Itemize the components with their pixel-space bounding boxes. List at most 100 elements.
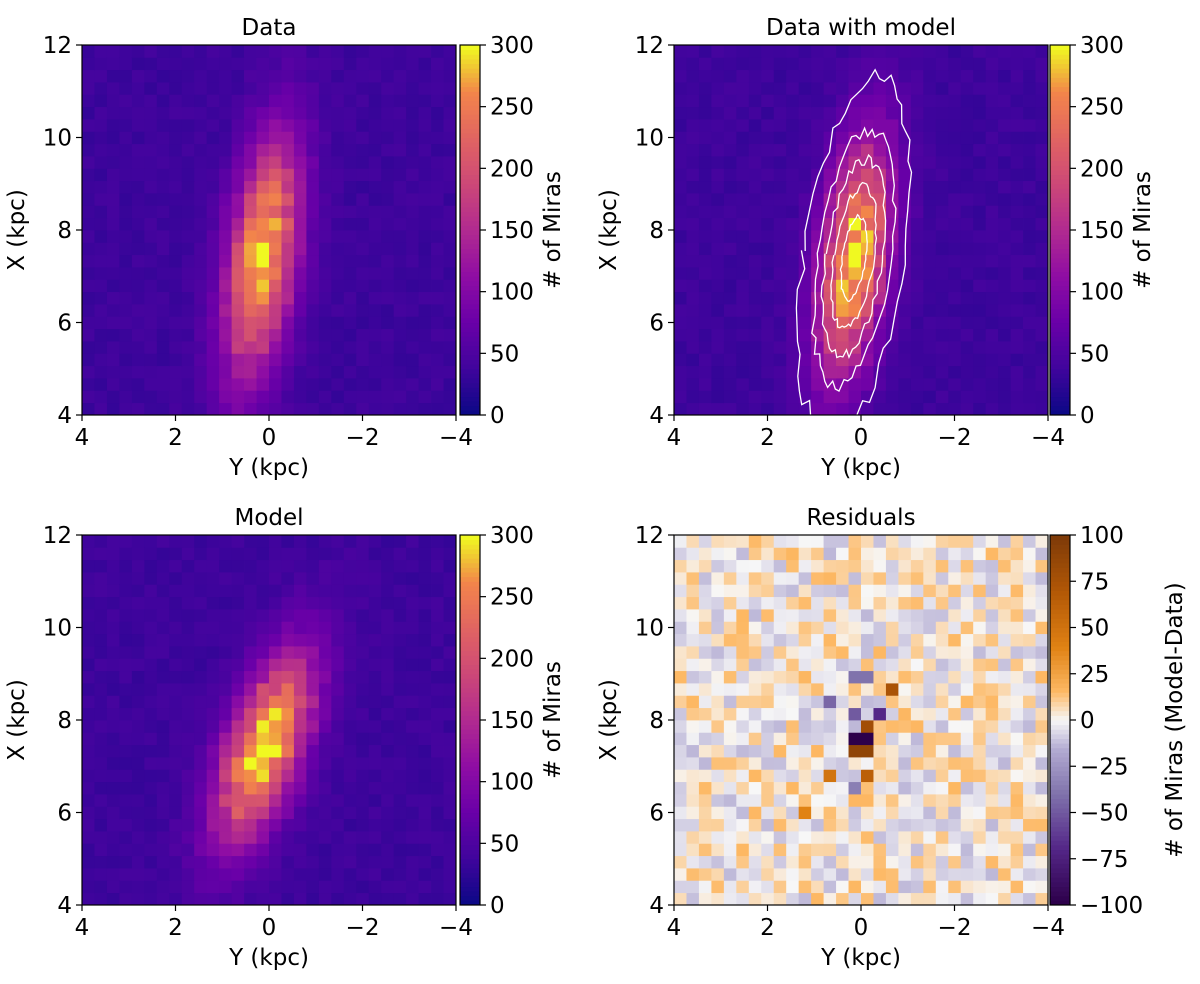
heatmap-cell <box>293 94 307 108</box>
heatmap-cell <box>761 69 775 83</box>
heatmap-cell <box>82 683 95 696</box>
heatmap-cell <box>748 584 762 598</box>
heatmap-cell <box>82 658 95 672</box>
heatmap-cell <box>431 831 444 844</box>
heatmap-cell <box>244 868 257 881</box>
heatmap-cell <box>910 119 924 132</box>
heatmap-cell <box>935 341 949 354</box>
heatmap-cell <box>94 572 108 585</box>
colorbar-segment <box>1050 54 1070 60</box>
heatmap-cell <box>418 547 432 561</box>
heatmap-cell <box>948 535 962 548</box>
heatmap-cell <box>406 868 419 881</box>
heatmap-cell <box>798 82 812 95</box>
heatmap-cell <box>823 156 837 169</box>
heatmap-cell <box>773 535 787 548</box>
colorbar-segment <box>460 345 480 351</box>
heatmap-cell <box>144 794 158 807</box>
heatmap-cell <box>985 57 999 71</box>
heatmap-cell <box>786 390 800 404</box>
heatmap-cell <box>773 584 787 598</box>
heatmap-cell <box>885 720 899 733</box>
heatmap-cell <box>761 254 775 268</box>
heatmap-cell <box>194 143 208 157</box>
heatmap-cell <box>848 596 862 610</box>
heatmap-cell <box>156 242 170 256</box>
heatmap-cell <box>711 843 725 857</box>
heatmap-cell <box>898 646 912 659</box>
heatmap-cell <box>119 193 133 206</box>
heatmap-cell <box>343 843 357 857</box>
heatmap-cell <box>698 683 712 696</box>
heatmap-cell <box>306 855 320 869</box>
heatmap-cell <box>723 633 737 647</box>
heatmap-cell <box>748 646 762 659</box>
heatmap-cell <box>723 781 737 795</box>
heatmap-cell <box>318 596 332 610</box>
colorbar-segment <box>1050 780 1070 786</box>
heatmap-cell <box>736 609 750 622</box>
heatmap-cell <box>873 547 887 561</box>
heatmap-cell <box>948 193 962 206</box>
heatmap-cell <box>156 646 170 659</box>
heatmap-cell <box>698 267 712 280</box>
heatmap-cell <box>736 267 750 280</box>
heatmap-cell <box>281 230 295 243</box>
heatmap-cell <box>119 180 133 194</box>
heatmap-cell <box>861 868 874 881</box>
heatmap-cell <box>418 119 432 132</box>
heatmap-cell <box>82 794 95 807</box>
heatmap-cell <box>381 328 395 342</box>
heatmap-cell <box>244 94 257 108</box>
heatmap-cell <box>106 193 120 206</box>
heatmap-cell <box>293 328 307 342</box>
heatmap-cell <box>698 180 712 194</box>
heatmap-cell <box>256 892 270 906</box>
heatmap-cell <box>219 596 232 610</box>
heatmap-cell <box>674 572 687 585</box>
heatmap-cell <box>786 806 800 820</box>
heatmap-cell <box>331 168 345 182</box>
heatmap-cell <box>318 168 332 182</box>
heatmap-cell <box>898 316 912 330</box>
heatmap-cell <box>119 818 133 832</box>
heatmap-cell <box>786 378 800 391</box>
heatmap-cell <box>368 69 382 83</box>
heatmap-cell <box>960 119 974 132</box>
heatmap-cell <box>119 279 133 293</box>
heatmap-cell <box>798 193 812 206</box>
heatmap-cell <box>82 180 95 194</box>
heatmap-cell <box>985 230 999 243</box>
heatmap-cell <box>910 818 924 832</box>
heatmap-cell <box>935 57 949 71</box>
heatmap-cell <box>736 106 750 120</box>
heatmap-cell <box>231 658 245 672</box>
heatmap-cell <box>293 781 307 795</box>
heatmap-cell <box>973 69 987 83</box>
heatmap-cell <box>94 831 108 844</box>
heatmap-cell <box>773 353 787 367</box>
heatmap-cell <box>194 621 208 635</box>
heatmap-cell <box>144 156 158 169</box>
y-tick-label: 6 <box>57 801 72 827</box>
heatmap-cell <box>786 402 800 416</box>
heatmap-cell <box>861 831 874 844</box>
heatmap-cell <box>686 757 700 770</box>
y-tick-label: 10 <box>43 126 72 152</box>
colorbar-segment <box>1050 720 1070 726</box>
heatmap-cell <box>948 572 962 585</box>
colorbar-segment <box>460 562 480 568</box>
heatmap-cell <box>923 843 937 857</box>
heatmap-cell <box>973 892 987 906</box>
heatmap-cell <box>356 69 370 83</box>
colorbar-segment <box>1050 151 1070 157</box>
heatmap-cell <box>318 757 332 770</box>
colorbar-segment <box>1050 160 1070 166</box>
heatmap-cell <box>873 831 887 844</box>
heatmap-cell <box>206 390 220 404</box>
y-tick-label: 4 <box>57 403 72 429</box>
heatmap-cell <box>106 584 120 598</box>
heatmap-cell <box>244 535 257 548</box>
heatmap-cell <box>698 646 712 659</box>
